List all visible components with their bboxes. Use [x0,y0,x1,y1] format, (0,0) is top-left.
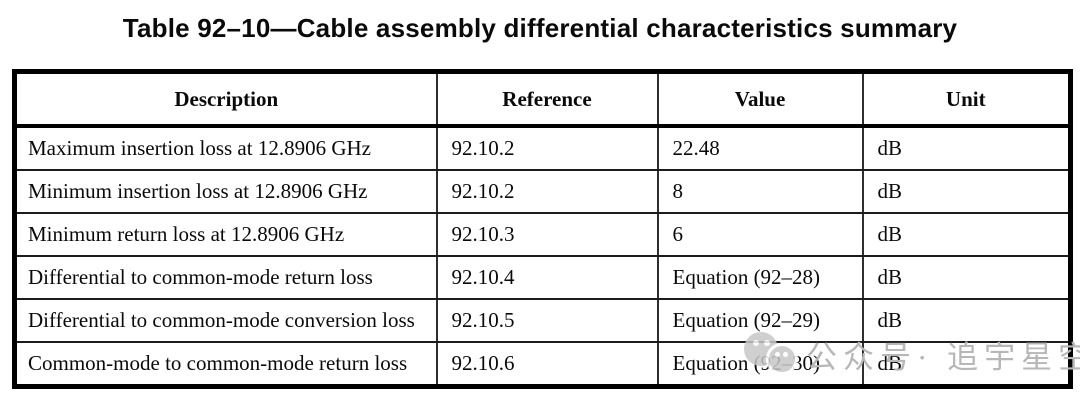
table-row: Common-mode to common-mode return loss 9… [14,342,1071,387]
cell-description: Minimum insertion loss at 12.8906 GHz [14,170,438,214]
cell-reference: 92.10.3 [436,213,659,257]
cell-value: 6 [657,213,864,257]
cell-description: Maximum insertion loss at 12.8906 GHz [14,126,438,171]
column-header-reference: Reference [436,71,659,128]
cell-description: Differential to common-mode conversion l… [14,299,438,343]
column-header-value: Value [657,71,864,128]
cell-description: Minimum return loss at 12.8906 GHz [14,213,438,257]
table-row: Minimum return loss at 12.8906 GHz 92.10… [14,213,1071,257]
table-row: Maximum insertion loss at 12.8906 GHz 92… [14,126,1071,171]
cell-value: Equation (92–28) [657,256,864,300]
cell-unit: dB [862,170,1071,214]
cell-description: Common-mode to common-mode return loss [14,342,438,387]
cell-unit: dB [862,299,1071,343]
table-row: Differential to common-mode conversion l… [14,299,1071,343]
table-row: Differential to common-mode return loss … [14,256,1071,300]
column-header-description: Description [14,71,438,128]
cell-description: Differential to common-mode return loss [14,256,438,300]
cell-reference: 92.10.4 [436,256,659,300]
cell-value: 8 [657,170,864,214]
cell-unit: dB [862,126,1071,171]
page-title: Table 92–10—Cable assembly differential … [122,13,958,43]
table-header-row: Description Reference Value Unit [14,71,1071,128]
cell-unit: dB [862,256,1071,300]
cell-value: Equation (92–29) [657,299,864,343]
cell-value: 22.48 [657,126,864,171]
cell-unit: dB [862,213,1071,257]
cable-assembly-table-container: Description Reference Value Unit Maximum… [12,69,1073,389]
table-row: Minimum insertion loss at 12.8906 GHz 92… [14,170,1071,214]
cell-unit: dB [877,351,903,375]
cell-reference: 92.10.6 [436,342,659,387]
cell-reference: 92.10.2 [436,170,659,214]
cable-assembly-characteristics-table: Description Reference Value Unit Maximum… [12,69,1073,389]
cell-reference: 92.10.2 [436,126,659,171]
cell-value: Equation (92–30) [657,342,864,387]
cell-reference: 92.10.5 [436,299,659,343]
column-header-unit: Unit [862,71,1071,128]
